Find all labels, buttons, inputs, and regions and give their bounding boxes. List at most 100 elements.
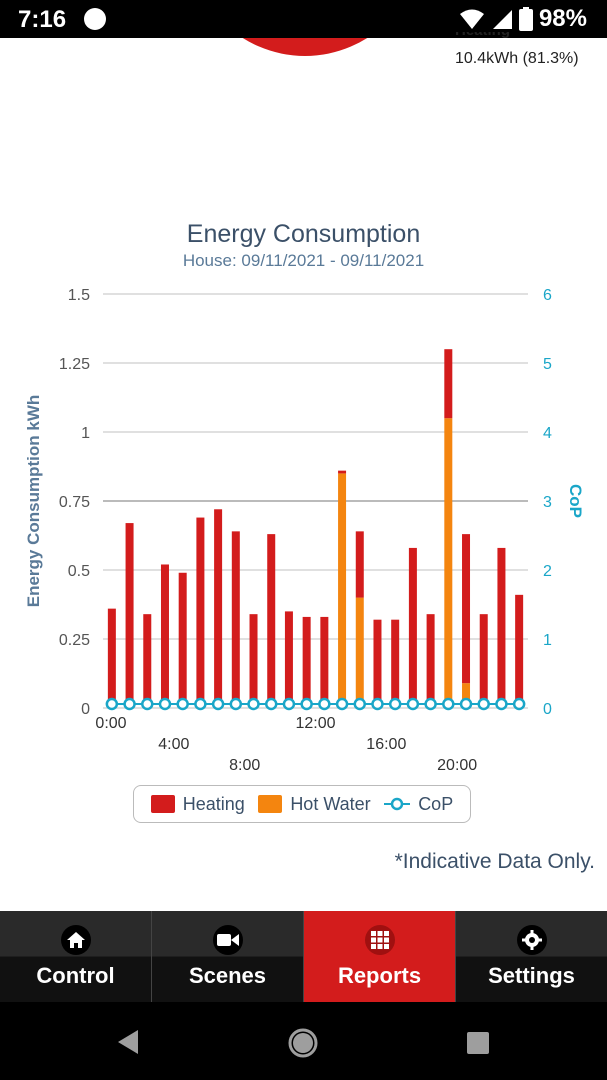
- chart-legend: Heating Hot Water CoP: [133, 785, 471, 823]
- y2-tick-label: 6: [543, 287, 552, 304]
- x-tick-label: 20:00: [437, 757, 477, 774]
- cop-point: [477, 697, 490, 711]
- pie-legend-value: 10.4kWh (81.3%): [455, 50, 579, 67]
- bar-heating: [497, 547, 506, 708]
- cop-point: [158, 697, 172, 711]
- status-icons: 98%: [459, 5, 587, 33]
- signal-icon: [492, 10, 512, 29]
- legend-label-hot-water: Hot Water: [290, 793, 371, 814]
- legend-item-hot-water[interactable]: Hot Water: [258, 793, 371, 815]
- system-nav-bar: [0, 1002, 607, 1080]
- tab-settings[interactable]: Settings: [456, 911, 607, 1002]
- bar-hot-water: [338, 473, 347, 708]
- bar-heating: [408, 547, 417, 708]
- grid-icon: [364, 925, 395, 955]
- y-tick-label: 1.5: [68, 287, 90, 304]
- legend-swatch-heating: [150, 795, 175, 813]
- cop-point: [388, 697, 402, 711]
- y-axis-label: Energy Consumption kWh: [24, 395, 43, 608]
- y-tick-label: 1.25: [59, 356, 90, 373]
- battery-icon: [518, 7, 533, 31]
- cop-point: [371, 697, 384, 711]
- y-tick-label: 0.5: [68, 563, 90, 580]
- tab-reports[interactable]: Reports: [304, 911, 456, 1002]
- y2-tick-label: 5: [543, 356, 552, 373]
- pie-slice-heating: [185, 38, 425, 56]
- bar-heating: [214, 509, 223, 708]
- y2-tick-label: 3: [543, 494, 552, 511]
- y2-axis-label: CoP: [566, 484, 585, 518]
- bar-heating: [249, 614, 258, 708]
- y-tick-label: 1: [81, 425, 90, 442]
- cop-point: [211, 697, 225, 711]
- bar-heating: [267, 534, 276, 708]
- bar-hot-water: [355, 597, 364, 708]
- bar-hot-water: [462, 683, 471, 708]
- y-tick-label: 0: [81, 701, 90, 718]
- bar-heating: [391, 619, 400, 708]
- battery-percent: 98%: [538, 5, 587, 32]
- bar-heating: [107, 608, 116, 708]
- chart-title: Energy Consumption: [186, 220, 421, 248]
- tab-control[interactable]: Control: [0, 911, 152, 1002]
- cop-point: [512, 697, 526, 711]
- energy-chart: Energy Consumption House: 09/11/2021 - 0…: [0, 215, 607, 845]
- tab-scenes[interactable]: Scenes: [152, 911, 304, 1002]
- legend-item-heating[interactable]: Heating: [150, 793, 245, 815]
- y-tick-label: 0.25: [59, 632, 90, 649]
- y2-tick-label: 2: [543, 563, 552, 580]
- bar-heating: [338, 470, 347, 474]
- cop-point: [229, 697, 243, 711]
- x-tick-label: 16:00: [366, 736, 406, 753]
- home-nav-icon[interactable]: [288, 1028, 318, 1058]
- bar-heating: [444, 349, 453, 419]
- bar-heating: [426, 614, 435, 708]
- tab-control-label: Control: [36, 963, 115, 988]
- cop-point: [247, 697, 260, 711]
- wifi-icon: [459, 9, 484, 29]
- back-icon[interactable]: [116, 1029, 140, 1055]
- tab-reports-label: Reports: [337, 963, 422, 988]
- legend-swatch-cop: [384, 797, 411, 811]
- cop-point: [335, 697, 349, 711]
- bar-heating: [302, 616, 311, 708]
- legend-swatch-hot-water: [258, 795, 283, 813]
- cop-point: [353, 697, 367, 711]
- chart-plot: 0 0.25 0.5 0.75 1 1.25 1.5 0 1 2 3 4 5 6 Energy Consum…: [24, 287, 585, 774]
- legend-label-cop: CoP: [418, 793, 454, 814]
- bar-heating: [284, 611, 293, 708]
- tab-settings-label: Settings: [488, 963, 575, 988]
- bar-heating: [231, 531, 240, 708]
- bar-heating: [479, 614, 488, 708]
- cop-point: [459, 697, 473, 711]
- pie-legend-label: Heating: [455, 32, 510, 39]
- x-tick-label: 0:00: [95, 715, 126, 732]
- legend-item-cop[interactable]: CoP: [384, 794, 453, 815]
- recents-icon[interactable]: [466, 1031, 490, 1055]
- bar-heating: [125, 523, 134, 708]
- bar-heating: [462, 534, 471, 684]
- indicative-note: *Indicative Data Only.: [394, 850, 595, 873]
- bar-heating: [196, 517, 205, 708]
- cop-point: [105, 697, 119, 711]
- cop-point: [282, 697, 296, 711]
- y-tick-label: 0.75: [59, 494, 90, 511]
- bar-heating: [515, 594, 524, 708]
- cop-point: [176, 697, 189, 711]
- chart-subtitle: House: 09/11/2021 - 09/11/2021: [182, 251, 425, 270]
- tab-scenes-label: Scenes: [188, 963, 267, 988]
- cop-point: [406, 697, 420, 711]
- x-tick-label: 12:00: [295, 715, 335, 732]
- cop-point: [495, 697, 508, 711]
- cop-point: [141, 697, 154, 711]
- cop-point: [318, 697, 331, 711]
- x-tick-label: 8:00: [229, 757, 260, 774]
- notification-dot-icon: [84, 8, 106, 30]
- y2-tick-label: 1: [543, 632, 552, 649]
- pie-chart: [0, 38, 607, 78]
- y2-tick-label: 0: [543, 701, 552, 718]
- legend-label-heating: Heating: [182, 793, 245, 814]
- bar-heating: [178, 572, 187, 708]
- cop-point: [194, 697, 207, 711]
- x-tick-label: 4:00: [158, 736, 189, 753]
